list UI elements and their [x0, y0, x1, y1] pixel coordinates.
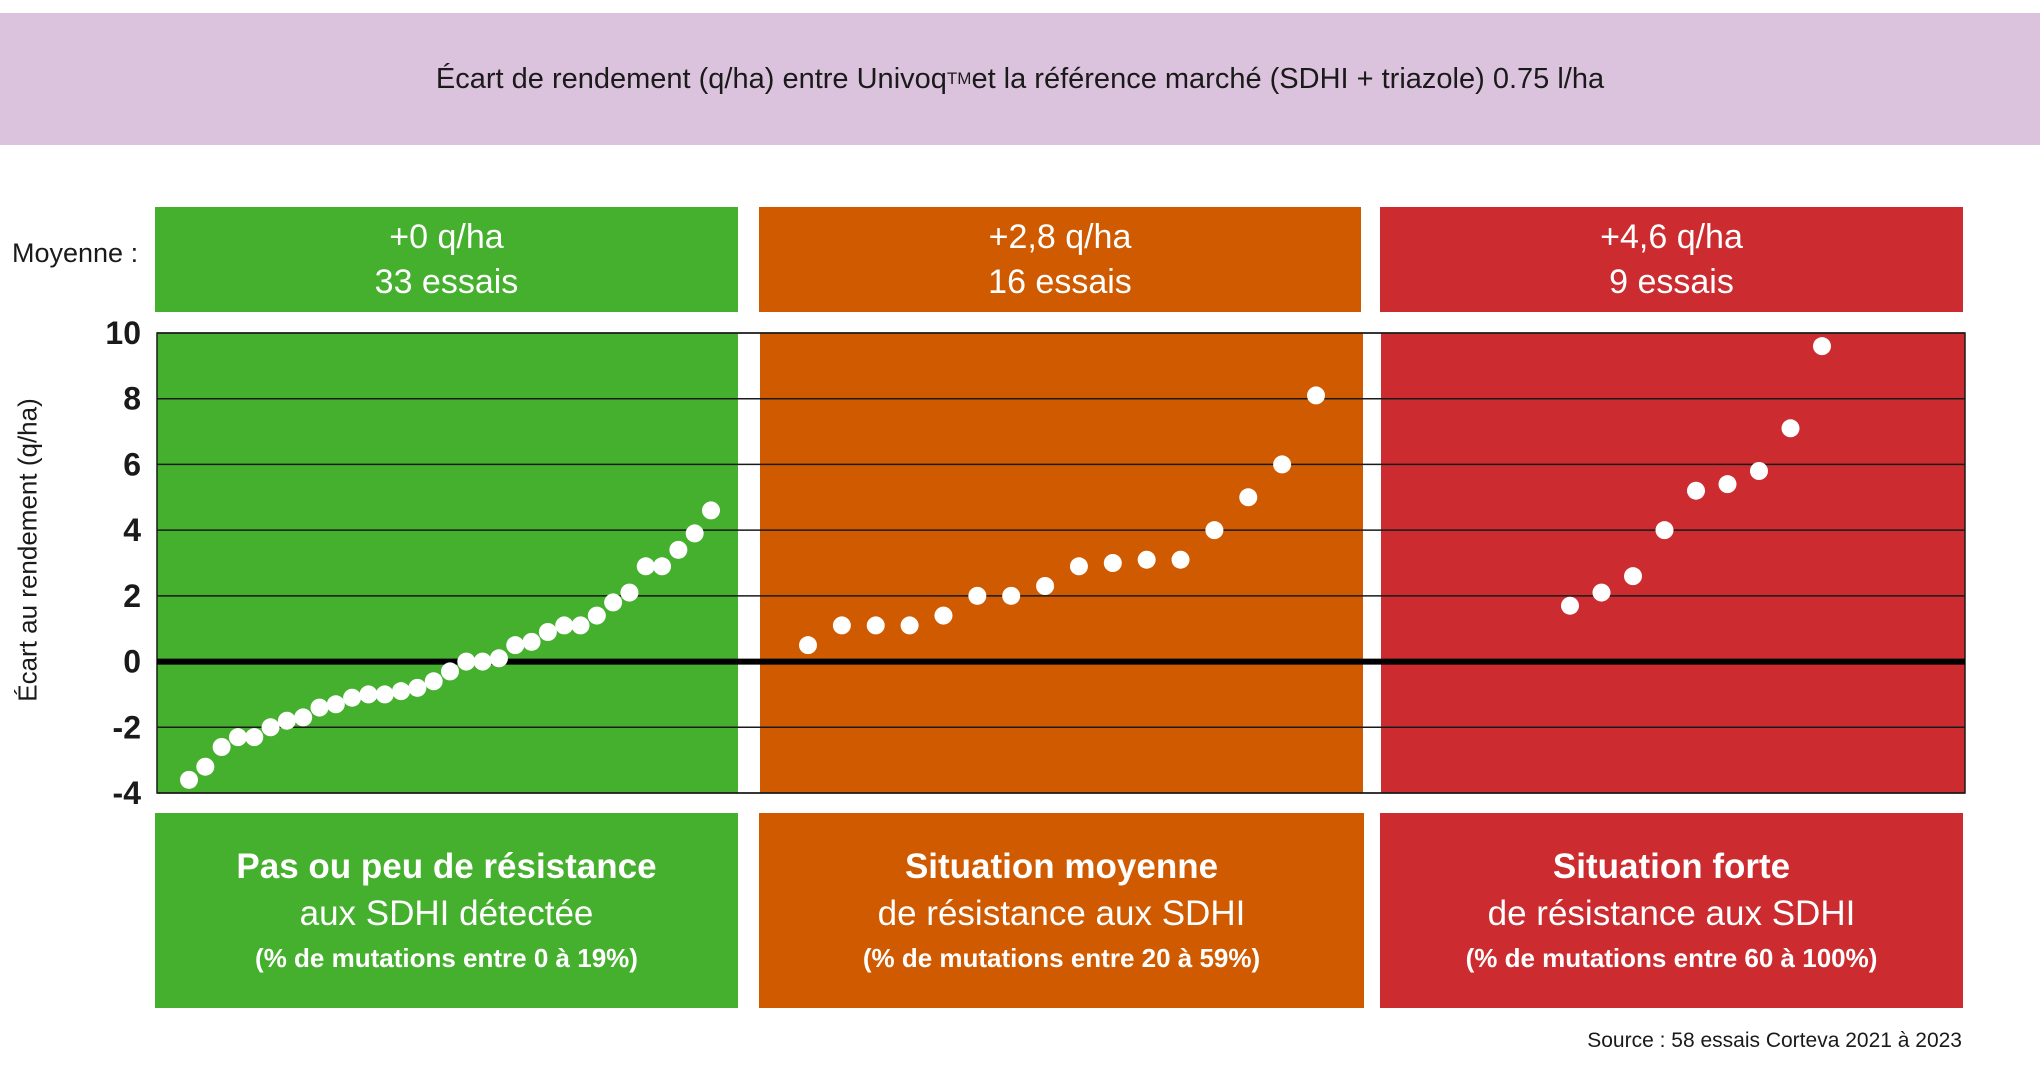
- category-box-red: Situation forte de résistance aux SDHI (…: [1380, 813, 1963, 1008]
- avg-value: +4,6 q/ha: [1600, 217, 1743, 256]
- title-main: Écart de rendement (q/ha) entre Univoq: [435, 62, 947, 95]
- data-point-orange: [900, 616, 919, 635]
- source-note: Source : 58 essais Corteva 2021 à 2023: [1587, 1029, 1962, 1052]
- data-point-green: [343, 688, 362, 707]
- data-point-green: [359, 685, 378, 704]
- category-title: Situation moyenne: [904, 846, 1219, 886]
- data-point-red: [1813, 337, 1831, 356]
- title-rest: et la référence marché (SDHI + triazole)…: [971, 62, 1605, 95]
- data-point-green: [441, 662, 459, 681]
- data-point-red: [1624, 567, 1642, 586]
- data-point-orange: [799, 636, 817, 655]
- data-point-green: [522, 632, 541, 651]
- data-point-green: [636, 557, 655, 576]
- panel-red: [1381, 333, 1965, 793]
- data-point-green: [375, 685, 394, 704]
- data-point-green: [261, 718, 280, 737]
- data-point-red: [1750, 462, 1768, 480]
- data-point-green: [669, 540, 688, 559]
- data-point-orange: [1069, 557, 1088, 576]
- data-point-green: [326, 695, 345, 714]
- data-point-green: [473, 652, 492, 671]
- category-range: (% de mutations entre 0 à 19%): [255, 942, 638, 973]
- data-point-green: [653, 557, 672, 576]
- avg-value: +0 q/ha: [389, 217, 504, 256]
- avg-trials: 9 essais: [1609, 262, 1734, 301]
- y-tick-label: -2: [113, 709, 141, 745]
- data-point-red: [1781, 419, 1800, 438]
- trademark-superscript: TM: [946, 69, 972, 88]
- data-point-green: [245, 728, 264, 747]
- y-tick-label: 0: [123, 644, 141, 680]
- data-point-green: [506, 636, 525, 655]
- category-box-green: Pas ou peu de résistance aux SDHI détect…: [155, 813, 738, 1008]
- avg-box-green: +0 q/ha 33 essais: [155, 207, 738, 312]
- data-point-orange: [832, 616, 851, 635]
- category-range: (% de mutations entre 20 à 59%): [862, 942, 1261, 973]
- data-point-green: [196, 757, 215, 776]
- data-point-green: [489, 649, 508, 668]
- data-point-red: [1592, 583, 1611, 602]
- data-point-green: [685, 524, 704, 543]
- data-point-green: [294, 708, 313, 727]
- data-point-green: [538, 623, 557, 641]
- data-point-orange: [1239, 488, 1258, 507]
- chart-title: Écart de rendement (q/ha) entre Univoq TM…: [0, 13, 2040, 145]
- y-tick-label: 2: [123, 578, 141, 614]
- category-subtitle: de résistance aux SDHI: [1487, 893, 1856, 933]
- data-point-orange: [1137, 550, 1156, 569]
- avg-trials: 16 essais: [988, 262, 1132, 301]
- data-point-green: [424, 672, 443, 691]
- data-point-green: [587, 606, 606, 625]
- data-point-red: [1718, 475, 1737, 494]
- data-point-orange: [866, 616, 885, 635]
- data-point-green: [277, 711, 296, 730]
- category-title: Situation forte: [1552, 846, 1791, 886]
- data-point-green: [702, 501, 720, 520]
- data-point-green: [555, 616, 574, 635]
- category-subtitle: de résistance aux SDHI: [877, 893, 1246, 933]
- data-point-orange: [1103, 554, 1122, 572]
- y-tick-label: -4: [113, 775, 142, 811]
- data-point-orange: [1036, 577, 1055, 595]
- data-point-orange: [968, 586, 987, 605]
- data-point-red: [1687, 481, 1705, 500]
- data-point-green: [604, 593, 623, 612]
- moyenne-label: Moyenne :: [12, 238, 139, 268]
- data-point-red: [1655, 521, 1674, 540]
- category-box-orange: Situation moyenne de résistance aux SDHI…: [759, 813, 1364, 1008]
- avg-trials: 33 essais: [374, 262, 519, 301]
- data-point-orange: [1205, 521, 1224, 540]
- data-point-green: [392, 682, 411, 701]
- data-point-green: [571, 616, 590, 635]
- avg-box-red: +4,6 q/ha 9 essais: [1380, 207, 1963, 312]
- category-title: Pas ou peu de résistance: [236, 846, 657, 886]
- data-point-orange: [934, 606, 953, 625]
- data-point-orange: [1307, 386, 1325, 405]
- data-point-orange: [1273, 455, 1292, 474]
- y-tick-label: 10: [105, 315, 141, 351]
- data-point-red: [1561, 596, 1579, 615]
- panel-orange: [760, 333, 1363, 793]
- data-point-green: [408, 678, 427, 697]
- y-tick-label: 8: [123, 381, 141, 417]
- data-point-green: [228, 728, 247, 747]
- data-point-green: [180, 770, 198, 789]
- category-range: (% de mutations entre 60 à 100%): [1465, 942, 1878, 973]
- avg-value: +2,8 q/ha: [988, 217, 1132, 256]
- category-subtitle: aux SDHI détectée: [299, 893, 594, 933]
- y-tick-label: 6: [123, 446, 141, 482]
- data-point-green: [457, 652, 476, 671]
- y-tick-label: 4: [123, 512, 141, 548]
- avg-box-orange: +2,8 q/ha 16 essais: [759, 207, 1361, 312]
- data-point-green: [310, 698, 329, 717]
- data-point-orange: [1171, 550, 1190, 569]
- data-point-green: [212, 738, 231, 756]
- data-point-green: [620, 583, 639, 602]
- data-point-orange: [1002, 586, 1021, 605]
